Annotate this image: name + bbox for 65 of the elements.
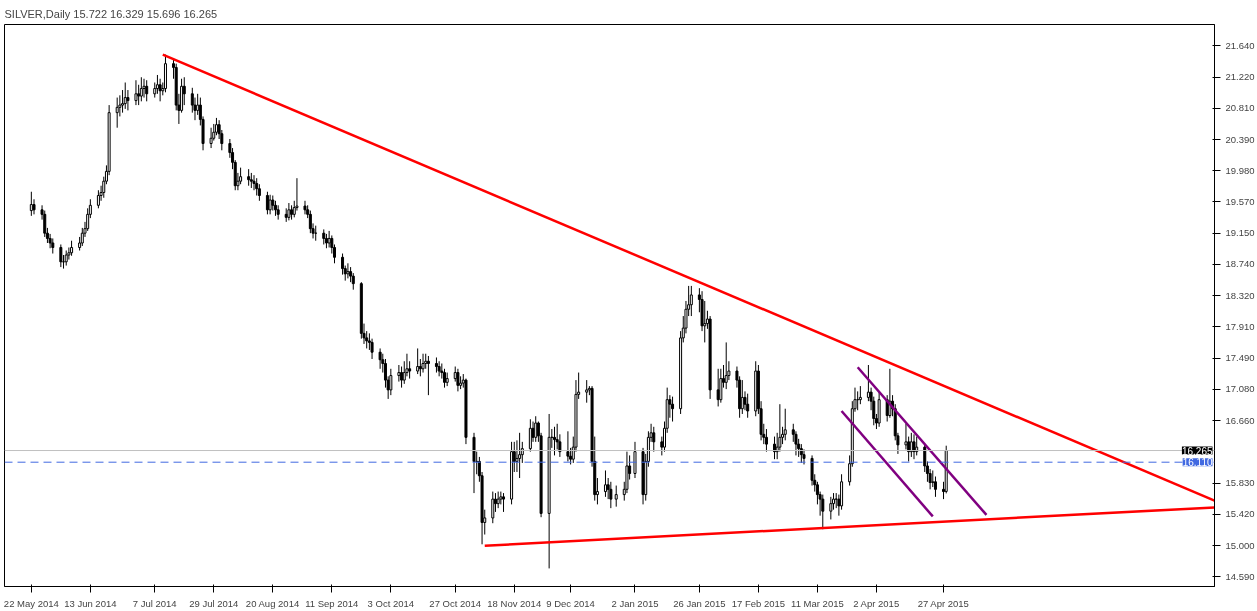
candlestick — [603, 469, 607, 498]
candlestick — [437, 360, 441, 377]
candlestick — [724, 341, 728, 390]
x-tick-label: 13 Jun 2014 — [64, 597, 117, 609]
y-tick-label: 21.220 — [1225, 71, 1255, 83]
candlestick — [652, 426, 656, 453]
y-tick-label: 19.980 — [1225, 164, 1255, 176]
y-tick-label: 18.740 — [1225, 258, 1255, 270]
x-tick-label: 9 Dec 2014 — [546, 597, 595, 609]
y-tick-label: 17.080 — [1225, 383, 1255, 395]
candlestick — [196, 93, 200, 116]
candlestick — [518, 432, 522, 479]
x-tick-label: 17 Feb 2015 — [731, 597, 786, 609]
x-tick-label: 3 Oct 2014 — [367, 597, 415, 609]
candlestick — [719, 368, 723, 404]
y-tick-label: 19.150 — [1225, 227, 1255, 239]
candlestick — [614, 485, 618, 508]
x-tick-label: 2 Apr 2015 — [853, 597, 900, 609]
candlestick — [829, 496, 833, 520]
y-tick-label: 21.640 — [1225, 39, 1255, 51]
y-tick-label: 18.320 — [1225, 289, 1255, 301]
candlestick — [96, 189, 100, 209]
candlestick — [821, 494, 825, 530]
y-tick-label: 15.420 — [1225, 508, 1255, 520]
x-tick-label: 2 Jan 2015 — [611, 597, 659, 609]
y-tick-label: 17.490 — [1225, 352, 1255, 364]
ref-line-label: 16.265 — [1181, 445, 1213, 457]
candlestick — [389, 368, 393, 396]
candlestick — [912, 433, 916, 460]
x-tick-label: 7 Jul 2014 — [132, 597, 177, 609]
candlestick — [378, 347, 382, 370]
y-tick-label: 14.590 — [1225, 570, 1255, 582]
y-tick-label: 19.570 — [1225, 195, 1255, 207]
x-tick-label: 20 Aug 2014 — [245, 597, 300, 609]
y-tick-label: 15.000 — [1225, 539, 1255, 551]
candlestick — [633, 441, 637, 479]
x-tick-label: 27 Apr 2015 — [917, 597, 969, 609]
ref-line-label: 16.110 — [1182, 457, 1213, 469]
candlestick — [346, 262, 350, 279]
candlestick — [115, 97, 119, 129]
x-tick-label: 27 Oct 2014 — [429, 597, 482, 609]
candlestick — [671, 396, 675, 423]
candlestick — [491, 491, 495, 524]
candlestick — [145, 79, 149, 102]
candlestick — [566, 430, 570, 462]
chart-title: SILVER,Daily 15.722 16.329 15.696 16.265 — [4, 7, 218, 20]
y-tick-label: 17.910 — [1225, 320, 1255, 332]
x-tick-label: 26 Jan 2015 — [673, 597, 726, 609]
y-tick-label: 15.830 — [1225, 477, 1255, 489]
y-tick-label: 20.390 — [1225, 133, 1255, 145]
x-tick-label: 11 Sep 2014 — [305, 597, 359, 609]
candlestick — [209, 127, 213, 149]
candlestick — [134, 79, 138, 106]
x-tick-label: 22 May 2014 — [3, 597, 59, 609]
x-tick-label: 29 Jul 2014 — [189, 597, 239, 609]
candlestick — [746, 393, 750, 419]
candlestick — [802, 448, 806, 465]
candlestick — [142, 78, 146, 99]
candlestick — [303, 200, 307, 215]
candlestick — [609, 481, 613, 509]
y-tick-label: 16.660 — [1225, 414, 1255, 426]
candlestick — [59, 243, 63, 268]
x-tick-label: 11 Mar 2015 — [791, 597, 844, 609]
x-tick-label: 18 Nov 2014 — [487, 597, 542, 609]
y-tick-label: 20.810 — [1225, 102, 1255, 114]
